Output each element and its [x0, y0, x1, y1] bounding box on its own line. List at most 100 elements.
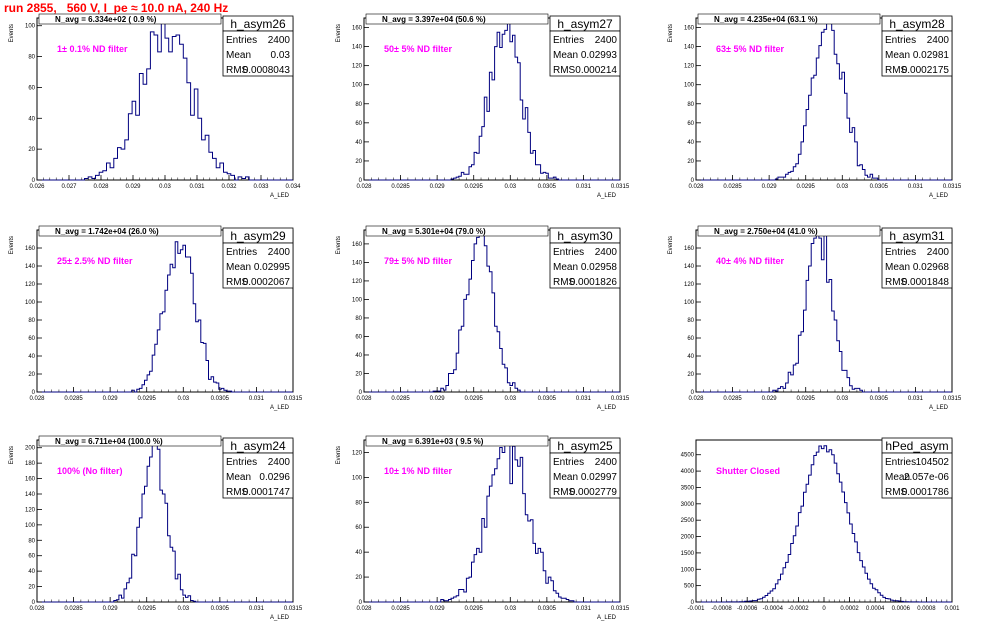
x-tick-label: 0.0295 — [797, 184, 816, 190]
histogram-line — [696, 17, 952, 181]
x-tick-label: 0.03 — [159, 184, 171, 190]
filter-annotation: 40± 4% ND filter — [716, 256, 784, 266]
stats-value: 0.0002175 — [902, 65, 950, 76]
n-avg-label: N_avg = 2.750e+04 (41.0 %) — [714, 227, 818, 236]
y-tick-label: 120 — [684, 64, 695, 70]
histogram-panel-h_asym25: 0.028 0.0285 0.029 0.0295 0.03 0.0305 0.031 0.0… — [336, 435, 630, 621]
x-tick-label: 0.029 — [762, 396, 778, 402]
stats-label: RMS — [885, 65, 908, 76]
y-tick-label: 40 — [687, 140, 694, 146]
x-tick-label: 0.0295 — [465, 606, 484, 612]
y-tick-label: 100 — [684, 300, 695, 306]
x-tick-label: 0.028 — [29, 606, 45, 612]
stats-label: RMS — [226, 487, 249, 498]
stats-label: Mean — [885, 50, 910, 61]
x-tick-label: 0.0305 — [538, 606, 557, 612]
x-tick-label: -0.0006 — [737, 606, 758, 612]
y-tick-label: 40 — [687, 354, 694, 360]
stats-value: 0.02981 — [913, 50, 950, 61]
y-tick-label: 120 — [352, 450, 363, 456]
y-tick-label: 160 — [684, 26, 695, 32]
x-tick-label: 0.034 — [285, 184, 301, 190]
y-tick-label: 60 — [687, 336, 694, 342]
x-tick-label: 0.028 — [688, 184, 704, 190]
stats-value: 2400 — [595, 247, 618, 258]
histogram-line — [364, 439, 620, 603]
x-tick-label: 0.0285 — [723, 396, 742, 402]
filter-annotation: 1± 0.1% ND filter — [57, 44, 128, 54]
x-tick-label: 0.0315 — [611, 184, 630, 190]
y-tick-label: 1000 — [681, 567, 695, 573]
x-tick-label: 0.032 — [221, 184, 237, 190]
n-avg-box — [697, 13, 881, 25]
histogram-line — [364, 229, 620, 393]
stats-label: RMS — [553, 487, 576, 498]
y-tick-label: 2000 — [681, 535, 695, 541]
stats-box — [881, 452, 953, 499]
y-tick-label: 80 — [28, 318, 35, 324]
x-tick-label: 0.028 — [688, 396, 704, 402]
n-avg-label: N_avg = 3.397e+04 (50.6 %) — [382, 15, 486, 24]
stats-value: 0.02968 — [913, 262, 950, 273]
histogram-panel-h_asym27: 0.028 0.0285 0.029 0.0295 0.03 0.0305 0.031 0.0… — [336, 13, 630, 199]
stats-label: Entries — [226, 457, 257, 468]
x-tick-label: 0.03 — [836, 184, 848, 190]
y-tick-label: 120 — [352, 64, 363, 70]
y-tick-label: 20 — [28, 585, 35, 591]
stats-value: 0.02993 — [581, 50, 618, 61]
y-tick-label: 140 — [684, 264, 695, 270]
y-tick-label: 120 — [25, 507, 36, 513]
stats-label: Mean — [226, 262, 251, 273]
x-tick-label: 0.031 — [908, 184, 924, 190]
x-axis-label: A_LED — [270, 615, 290, 621]
x-axis-label: A_LED — [597, 405, 617, 411]
y-tick-label: 100 — [25, 24, 36, 30]
y-tick-label: 40 — [28, 116, 35, 122]
stats-label: Entries — [226, 35, 257, 46]
n-avg-box — [38, 225, 222, 237]
stats-value: 0.0008043 — [243, 65, 291, 76]
stats-value: 2400 — [927, 247, 950, 258]
y-tick-label: 0 — [32, 390, 36, 396]
stats-box — [549, 452, 621, 499]
x-axis-label: A_LED — [270, 405, 290, 411]
x-tick-label: 0.03 — [177, 396, 189, 402]
n-avg-box — [365, 435, 549, 447]
y-tick-label: 120 — [352, 279, 363, 285]
x-tick-label: 0.028 — [356, 606, 372, 612]
y-tick-label: 4000 — [681, 469, 695, 475]
x-tick-label: 0.029 — [762, 184, 778, 190]
x-tick-label: 0.03 — [504, 184, 516, 190]
x-tick-label: 0.028 — [356, 184, 372, 190]
stats-label: Mean — [226, 472, 251, 483]
x-tick-label: 0.031 — [908, 396, 924, 402]
histogram-line — [696, 233, 952, 393]
y-axis-label: Events — [668, 24, 674, 42]
y-tick-label: 40 — [28, 354, 35, 360]
x-tick-label: 0.028 — [29, 396, 45, 402]
histogram-panel-hPed_asym: -0.001 -0.0008 -0.0006 -0.0004 -0.0002 0 0.000… — [681, 437, 960, 612]
x-axis-label: A_LED — [270, 193, 290, 199]
x-tick-label: 0.03 — [177, 606, 189, 612]
y-tick-label: 100 — [684, 83, 695, 89]
histogram-title: h_asym29 — [230, 229, 286, 243]
stats-value: 2.057e-06 — [904, 472, 949, 483]
y-tick-label: 80 — [687, 102, 694, 108]
y-tick-label: 100 — [25, 300, 36, 306]
stats-value: 0.03 — [271, 50, 291, 61]
histogram-line — [37, 439, 293, 603]
y-tick-label: 160 — [25, 477, 36, 483]
x-tick-label: 0.0295 — [465, 396, 484, 402]
x-tick-label: 0.0305 — [870, 184, 889, 190]
n-avg-label: N_avg = 6.334e+02 ( 0.9 %) — [55, 15, 157, 24]
x-tick-label: 0.0285 — [391, 184, 410, 190]
x-tick-label: 0.0315 — [284, 606, 303, 612]
stats-label: Entries — [885, 457, 916, 468]
y-tick-label: 140 — [352, 45, 363, 51]
stats-value: 2400 — [268, 457, 291, 468]
y-tick-label: 80 — [28, 538, 35, 544]
filter-annotation: 100% (No filter) — [57, 466, 123, 476]
histogram-line — [37, 241, 293, 393]
n-avg-box — [365, 13, 549, 25]
